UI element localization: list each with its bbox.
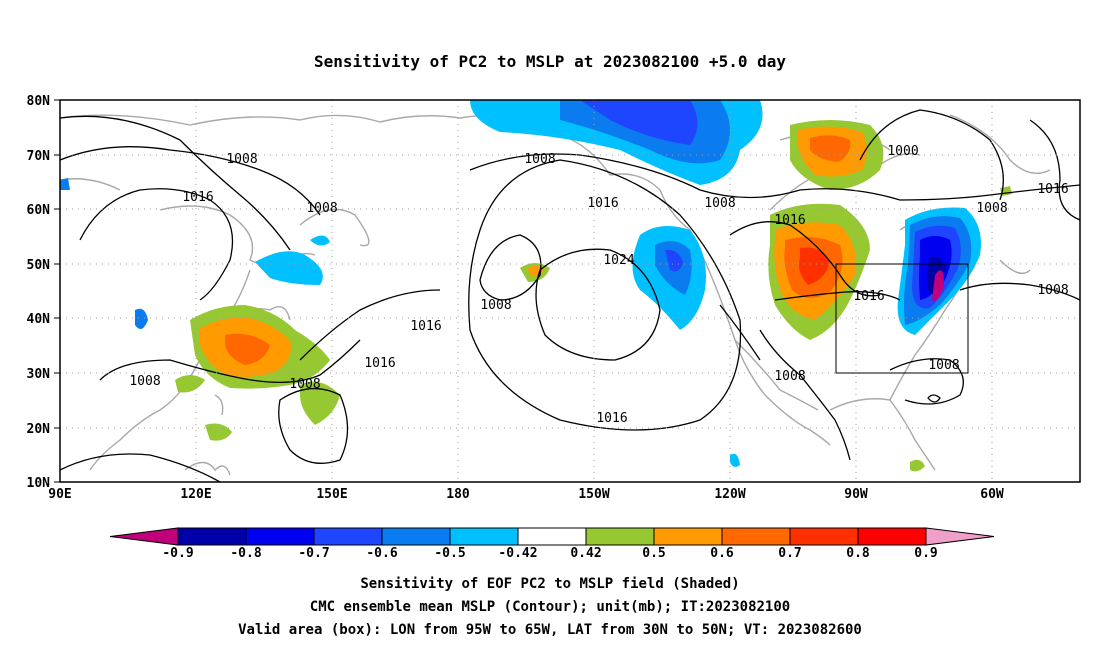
colorbar-swatch [517, 527, 587, 546]
colorbar-label: -0.5 [434, 546, 465, 561]
valid-area-box [835, 263, 969, 374]
colorbar-label: 0.5 [642, 546, 665, 561]
contour-label: 1008 [129, 374, 160, 389]
lon-label: 60W [980, 487, 1004, 502]
figure-title: Sensitivity of PC2 to MSLP at 2023082100… [314, 52, 786, 71]
colorbar-label: -0.6 [366, 546, 397, 561]
map-frame [59, 99, 1081, 483]
contour-label: 1008 [524, 152, 555, 167]
colorbar [109, 527, 995, 546]
lat-label: 80N [27, 94, 51, 109]
colorbar-extend-high [925, 527, 995, 546]
colorbar-label: -0.42 [498, 546, 537, 561]
colorbar-swatch [449, 527, 519, 546]
contour-label: 1016 [410, 319, 441, 334]
contour-label: 1016 [596, 411, 627, 426]
colorbar-label: 0.7 [778, 546, 801, 561]
contour-label: 1008 [1037, 283, 1068, 298]
lat-label: 30N [27, 367, 51, 382]
lon-label: 150W [578, 487, 609, 502]
caption-line-3: Valid area (box): LON from 95W to 65W, L… [238, 622, 862, 638]
contour-label: 1024 [603, 253, 634, 268]
colorbar-swatch [789, 527, 859, 546]
map-panel [60, 100, 1080, 482]
longitude-labels: 90E 120E 150E 180 150W 120W 90W 60W [48, 487, 1004, 502]
mslp-contours [60, 109, 1080, 482]
colorbar-swatch [245, 527, 315, 546]
lat-label: 50N [27, 258, 51, 273]
colorbar-swatch [653, 527, 723, 546]
contour-label: 1008 [306, 201, 337, 216]
graticule [60, 100, 1080, 482]
colorbar-label: 0.8 [846, 546, 870, 561]
lon-label: 120E [180, 487, 211, 502]
colorbar-swatch [177, 527, 247, 546]
contour-label: 1008 [928, 358, 959, 373]
colorbar-label: -0.9 [162, 546, 193, 561]
contour-label: 1016 [182, 190, 213, 205]
lat-label: 40N [27, 312, 51, 327]
contour-label: 1008 [226, 152, 257, 167]
contour-label: 1016 [853, 289, 884, 304]
contour-label: 1008 [289, 377, 320, 392]
contour-labels: 1008 1016 1008 1008 1016 1008 1016 1024 … [129, 144, 1068, 426]
colorbar-labels: -0.9 -0.8 -0.7 -0.6 -0.5 -0.42 0.42 0.5 … [162, 546, 937, 561]
caption-line-1: Sensitivity of EOF PC2 to MSLP field (Sh… [360, 576, 739, 592]
lon-label: 90W [844, 487, 868, 502]
colorbar-label: -0.7 [298, 546, 329, 561]
contour-label: 1016 [1037, 182, 1068, 197]
contour-label: 1000 [887, 144, 918, 159]
contour-label: 1008 [480, 298, 511, 313]
lat-label: 60N [27, 203, 51, 218]
latitude-labels: 80N 70N 60N 50N 40N 30N 20N 10N [27, 94, 51, 491]
contour-label: 1016 [774, 213, 805, 228]
colorbar-label: 0.42 [570, 546, 601, 561]
lat-label: 20N [27, 422, 51, 437]
sensitivity-shading [60, 100, 1012, 472]
lat-label: 70N [27, 149, 51, 164]
lon-label: 180 [446, 487, 470, 502]
colorbar-swatch [585, 527, 655, 546]
colorbar-label: 0.6 [710, 546, 734, 561]
contour-label: 1008 [704, 196, 735, 211]
colorbar-label: -0.8 [230, 546, 261, 561]
contour-label: 1016 [364, 356, 395, 371]
caption-line-2: CMC ensemble mean MSLP (Contour); unit(m… [310, 599, 790, 615]
lon-label: 120W [714, 487, 745, 502]
colorbar-swatch [381, 527, 451, 546]
contour-label: 1016 [587, 196, 618, 211]
contour-label: 1008 [976, 201, 1007, 216]
lon-label: 150E [316, 487, 347, 502]
colorbar-swatch [721, 527, 791, 546]
colorbar-extend-low [109, 527, 179, 546]
colorbar-label: 0.9 [914, 546, 937, 561]
colorbar-swatch [857, 527, 927, 546]
lon-label: 90E [48, 487, 71, 502]
contour-label: 1008 [774, 369, 805, 384]
colorbar-swatch [313, 527, 383, 546]
lat-label: 10N [27, 476, 51, 491]
